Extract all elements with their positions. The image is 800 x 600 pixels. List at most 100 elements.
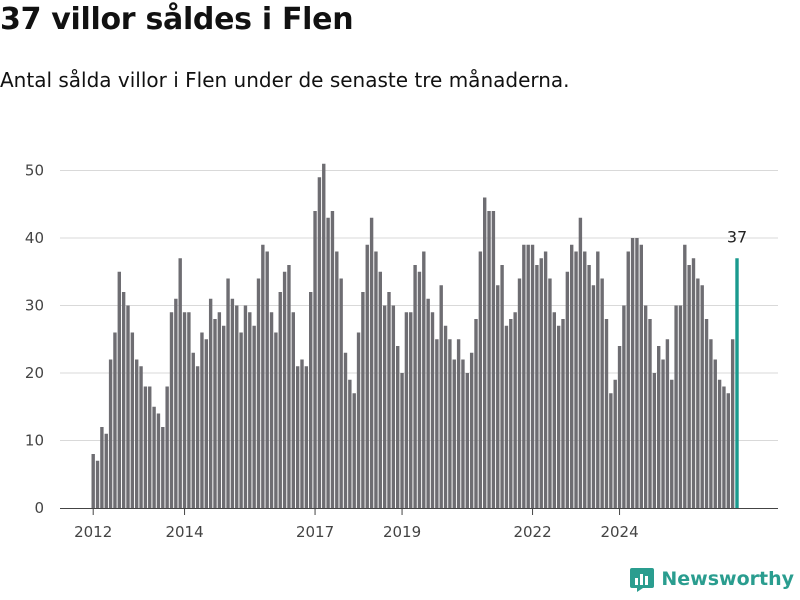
bar <box>643 305 648 508</box>
bar <box>248 312 252 508</box>
bar <box>526 244 530 508</box>
bar <box>382 305 387 508</box>
x-tick-label: 2014 <box>165 523 203 541</box>
bar <box>687 265 691 508</box>
bar <box>274 332 278 508</box>
bar <box>361 292 365 508</box>
bar <box>243 305 248 508</box>
bar <box>156 413 161 508</box>
bar <box>208 298 213 508</box>
bar <box>335 251 339 508</box>
bar <box>287 265 291 508</box>
bar <box>591 285 596 508</box>
bar <box>469 352 474 508</box>
bar <box>148 386 152 508</box>
bar <box>452 359 456 508</box>
bar <box>578 217 583 508</box>
bar <box>282 271 287 508</box>
brand-name: Newsworthy <box>661 568 794 590</box>
bar <box>300 359 304 508</box>
bar <box>126 305 130 508</box>
bar <box>252 325 256 508</box>
bar <box>465 373 469 508</box>
bar <box>443 325 448 508</box>
bar <box>365 244 369 508</box>
bar <box>91 454 95 508</box>
bar <box>104 433 108 508</box>
bar <box>169 312 174 508</box>
bar <box>130 332 135 508</box>
y-tick-label: 20 <box>25 364 44 382</box>
bar <box>722 386 726 508</box>
x-tick-label: 2017 <box>296 523 334 541</box>
bar <box>226 278 230 508</box>
bar <box>478 251 483 508</box>
bar <box>230 298 235 508</box>
latest-value-label: 37 <box>727 227 747 246</box>
bar <box>413 265 417 508</box>
bar <box>556 325 561 508</box>
bar <box>322 163 326 508</box>
bar <box>700 285 704 508</box>
bar <box>143 386 148 508</box>
bar <box>369 217 374 508</box>
x-tick-label: 2019 <box>383 523 421 541</box>
bar <box>561 319 565 508</box>
bar <box>261 244 265 508</box>
bar <box>539 258 543 508</box>
bar <box>217 312 222 508</box>
bar <box>213 319 217 508</box>
bar <box>691 258 696 508</box>
bar <box>317 177 322 508</box>
bar <box>113 332 117 508</box>
bar <box>596 251 600 508</box>
bar <box>374 251 378 508</box>
annotations: 37 <box>727 227 747 246</box>
y-tick-label: 10 <box>25 432 44 450</box>
bar <box>121 292 126 508</box>
bar <box>609 393 613 508</box>
bar <box>657 346 661 508</box>
y-tick-label: 50 <box>25 162 44 180</box>
bar <box>704 319 709 508</box>
bar <box>622 305 626 508</box>
bar <box>730 339 735 508</box>
bar <box>309 292 313 508</box>
bar <box>187 312 191 508</box>
bar <box>448 339 452 508</box>
bar <box>356 332 361 508</box>
bar <box>491 211 496 508</box>
bar <box>696 278 700 508</box>
bar <box>422 251 426 508</box>
bar <box>387 292 391 508</box>
bar <box>174 298 178 508</box>
bar <box>717 379 722 508</box>
bar <box>661 359 665 508</box>
bar <box>182 312 187 508</box>
bar <box>513 312 517 508</box>
newsworthy-logo: Newsworthy <box>629 566 794 592</box>
bar <box>235 305 239 508</box>
y-tick-label: 0 <box>34 499 44 517</box>
bar <box>352 393 356 508</box>
bar <box>404 312 409 508</box>
bar <box>95 460 100 508</box>
x-tick-label: 2024 <box>600 523 638 541</box>
bar <box>178 258 182 508</box>
bar <box>326 217 330 508</box>
bar <box>543 251 548 508</box>
bar <box>409 312 413 508</box>
bar <box>278 292 282 508</box>
bar <box>565 271 570 508</box>
bar <box>396 346 400 508</box>
bar <box>435 339 439 508</box>
bar-chart-logo-icon <box>630 568 655 592</box>
bar <box>570 244 574 508</box>
bar <box>604 319 609 508</box>
bar <box>256 278 261 508</box>
bar <box>461 359 465 508</box>
bar <box>330 211 335 508</box>
bar <box>600 278 604 508</box>
bar <box>522 244 526 508</box>
chart-title: 37 villor såldes i Flen <box>0 2 354 37</box>
